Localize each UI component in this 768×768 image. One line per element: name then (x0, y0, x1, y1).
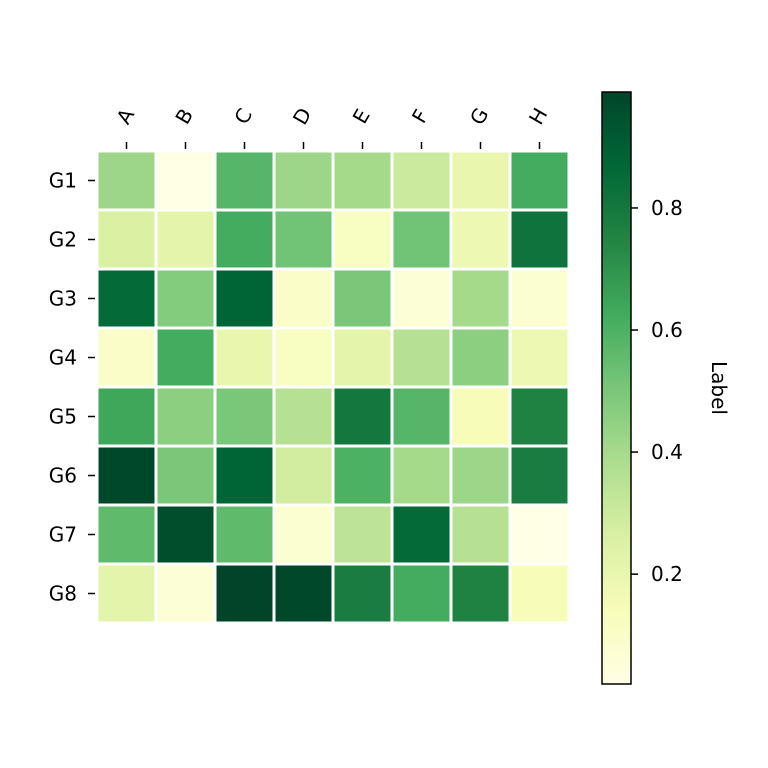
heatmap-cell-g2-h (511, 211, 568, 268)
row-label: G6 (49, 464, 77, 488)
heatmap-cell-g7-f (393, 506, 450, 563)
colorbar-ticks: 0.2 0.4 0.6 0.8 (631, 196, 683, 586)
heatmap-cell-g1-c (216, 152, 273, 209)
heatmap-cells (98, 152, 568, 622)
row-label: G8 (49, 582, 77, 606)
row-label: G7 (49, 523, 77, 547)
column-label: E (348, 105, 375, 128)
row-label: G5 (49, 405, 77, 429)
heatmap-cell-g1-a (98, 152, 155, 209)
column-label: H (524, 104, 552, 129)
row-label: G3 (49, 287, 77, 311)
heatmap-cell-g7-g (452, 506, 509, 563)
row-label: G1 (49, 169, 77, 193)
heatmap-cell-g5-g (452, 388, 509, 445)
heatmap-cell-g6-f (393, 447, 450, 504)
heatmap-cell-g2-e (334, 211, 391, 268)
heatmap-cell-g2-c (216, 211, 273, 268)
column-label: G (465, 104, 494, 129)
column-label: C (229, 104, 257, 128)
heatmap-cell-g1-e (334, 152, 391, 209)
column-label: F (407, 105, 434, 127)
heatmap-cell-g1-b (157, 152, 214, 209)
heatmap-cell-g7-d (275, 506, 332, 563)
heatmap-cell-g8-c (216, 565, 273, 622)
heatmap-cell-g3-d (275, 270, 332, 327)
colorbar: 0.2 0.4 0.6 0.8 Label (601, 91, 731, 685)
heatmap-cell-g5-c (216, 388, 273, 445)
heatmap-cell-g5-e (334, 388, 391, 445)
heatmap-cell-g4-a (98, 329, 155, 386)
heatmap-cell-g8-b (157, 565, 214, 622)
heatmap-cell-g1-f (393, 152, 450, 209)
colorbar-tick-label: 0.8 (651, 196, 683, 220)
heatmap-cell-g8-a (98, 565, 155, 622)
column-label: A (111, 104, 139, 128)
heatmap-cell-g7-e (334, 506, 391, 563)
heatmap-cell-g6-a (98, 447, 155, 504)
heatmap-cell-g7-a (98, 506, 155, 563)
heatmap-cell-g4-b (157, 329, 214, 386)
column-ticks: A B C D E F G H (111, 104, 552, 149)
heatmap-cell-g5-b (157, 388, 214, 445)
heatmap-cell-g6-c (216, 447, 273, 504)
heatmap-cell-g4-f (393, 329, 450, 386)
heatmap-cell-g7-c (216, 506, 273, 563)
heatmap-cell-g8-g (452, 565, 509, 622)
heatmap-cell-g1-h (511, 152, 568, 209)
heatmap-cell-g3-b (157, 270, 214, 327)
heatmap-cell-g2-g (452, 211, 509, 268)
heatmap-cell-g2-a (98, 211, 155, 268)
heatmap-cell-g8-e (334, 565, 391, 622)
heatmap-cell-g6-e (334, 447, 391, 504)
heatmap-cell-g7-b (157, 506, 214, 563)
heatmap-cell-g7-h (511, 506, 568, 563)
column-label: B (170, 104, 198, 128)
colorbar-tick-label: 0.6 (651, 318, 683, 342)
heatmap-cell-g6-g (452, 447, 509, 504)
heatmap-cell-g3-e (334, 270, 391, 327)
heatmap-cell-g8-d (275, 565, 332, 622)
heatmap-cell-g4-e (334, 329, 391, 386)
colorbar-label: Label (707, 361, 731, 415)
heatmap-cell-g8-f (393, 565, 450, 622)
heatmap-cell-g8-h (511, 565, 568, 622)
heatmap-cell-g5-d (275, 388, 332, 445)
heatmap-cell-g6-h (511, 447, 568, 504)
heatmap-cell-g1-g (452, 152, 509, 209)
heatmap-cell-g5-h (511, 388, 568, 445)
colorbar-tick-label: 0.2 (651, 562, 683, 586)
heatmap-cell-g2-d (275, 211, 332, 268)
heatmap-cell-g6-d (275, 447, 332, 504)
heatmap-cell-g4-g (452, 329, 509, 386)
colorbar-gradient (601, 91, 632, 685)
row-label: G4 (49, 346, 77, 370)
heatmap-cell-g6-b (157, 447, 214, 504)
colorbar-tick-label: 0.4 (651, 440, 683, 464)
heatmap-cell-g3-c (216, 270, 273, 327)
heatmap-cell-g1-d (275, 152, 332, 209)
heatmap-cell-g3-h (511, 270, 568, 327)
heatmap-cell-g3-a (98, 270, 155, 327)
heatmap-cell-g4-c (216, 329, 273, 386)
heatmap-cell-g4-d (275, 329, 332, 386)
heatmap-cell-g4-h (511, 329, 568, 386)
heatmap-cell-g3-f (393, 270, 450, 327)
heatmap-cell-g2-f (393, 211, 450, 268)
heatmap-cell-g2-b (157, 211, 214, 268)
row-label: G2 (49, 228, 77, 252)
heatmap-cell-g3-g (452, 270, 509, 327)
heatmap-cell-g5-a (98, 388, 155, 445)
row-ticks: G1 G2 G3 G4 G5 G6 G7 G8 (49, 169, 95, 606)
column-label: D (288, 104, 316, 129)
heatmap-cell-g5-f (393, 388, 450, 445)
